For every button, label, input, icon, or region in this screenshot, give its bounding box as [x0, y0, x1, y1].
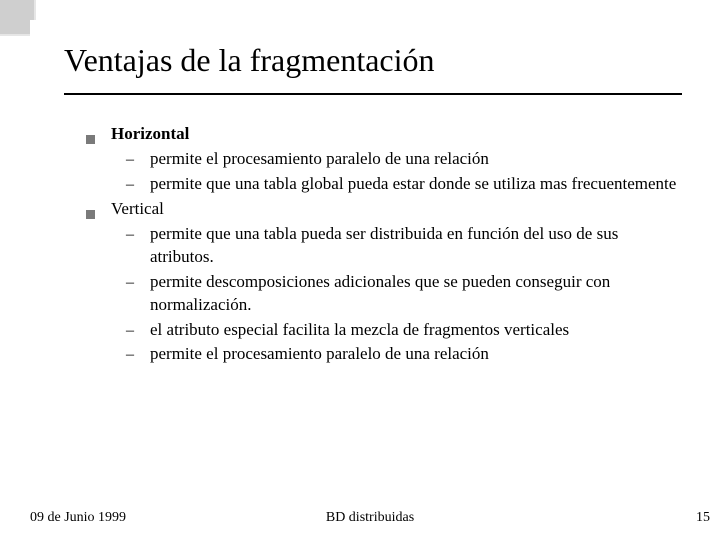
list-item: Horizontal–permite el procesamiento para… — [86, 123, 686, 196]
square-bullet-icon — [86, 135, 95, 144]
sub-list-item-text: permite que una tabla pueda ser distribu… — [150, 223, 686, 269]
slide: Ventajas de la fragmentación Horizontal–… — [30, 20, 716, 530]
list-item-label: Vertical — [111, 198, 164, 221]
sub-list-item: –permite descomposiciones adicionales qu… — [126, 271, 686, 317]
slide-title: Ventajas de la fragmentación — [64, 42, 688, 79]
sub-list-item: –el atributo especial facilita la mezcla… — [126, 319, 686, 342]
slide-footer: 09 de Junio 1999 BD distribuidas 15 — [30, 510, 710, 526]
sub-list-item: –permite que una tabla global pueda esta… — [126, 173, 686, 196]
title-block: Ventajas de la fragmentación — [30, 20, 716, 95]
footer-date: 09 de Junio 1999 — [30, 510, 126, 526]
sub-list-item-text: permite que una tabla global pueda estar… — [150, 173, 686, 196]
sub-list: –permite el procesamiento paralelo de un… — [86, 148, 686, 196]
footer-title: BD distribuidas — [326, 510, 414, 526]
sub-list-item-text: permite el procesamiento paralelo de una… — [150, 148, 686, 171]
sub-list-item: –permite el procesamiento paralelo de un… — [126, 148, 686, 171]
sub-list-item: –permite que una tabla pueda ser distrib… — [126, 223, 686, 269]
slide-body: Horizontal–permite el procesamiento para… — [30, 95, 716, 366]
sub-list: –permite que una tabla pueda ser distrib… — [86, 223, 686, 367]
dash-bullet-icon: – — [126, 224, 140, 246]
square-bullet-icon — [86, 210, 95, 219]
dash-bullet-icon: – — [126, 174, 140, 196]
sub-list-item-text: el atributo especial facilita la mezcla … — [150, 319, 686, 342]
list-item-label: Horizontal — [111, 123, 189, 146]
dash-bullet-icon: – — [126, 272, 140, 294]
dash-bullet-icon: – — [126, 320, 140, 342]
dash-bullet-icon: – — [126, 344, 140, 366]
footer-page-number: 15 — [696, 510, 710, 526]
sub-list-item-text: permite el procesamiento paralelo de una… — [150, 343, 686, 366]
list-item-row: Vertical — [86, 198, 686, 221]
list-item-row: Horizontal — [86, 123, 686, 146]
dash-bullet-icon: – — [126, 149, 140, 171]
sub-list-item-text: permite descomposiciones adicionales que… — [150, 271, 686, 317]
list-item: Vertical–permite que una tabla pueda ser… — [86, 198, 686, 367]
sub-list-item: –permite el procesamiento paralelo de un… — [126, 343, 686, 366]
